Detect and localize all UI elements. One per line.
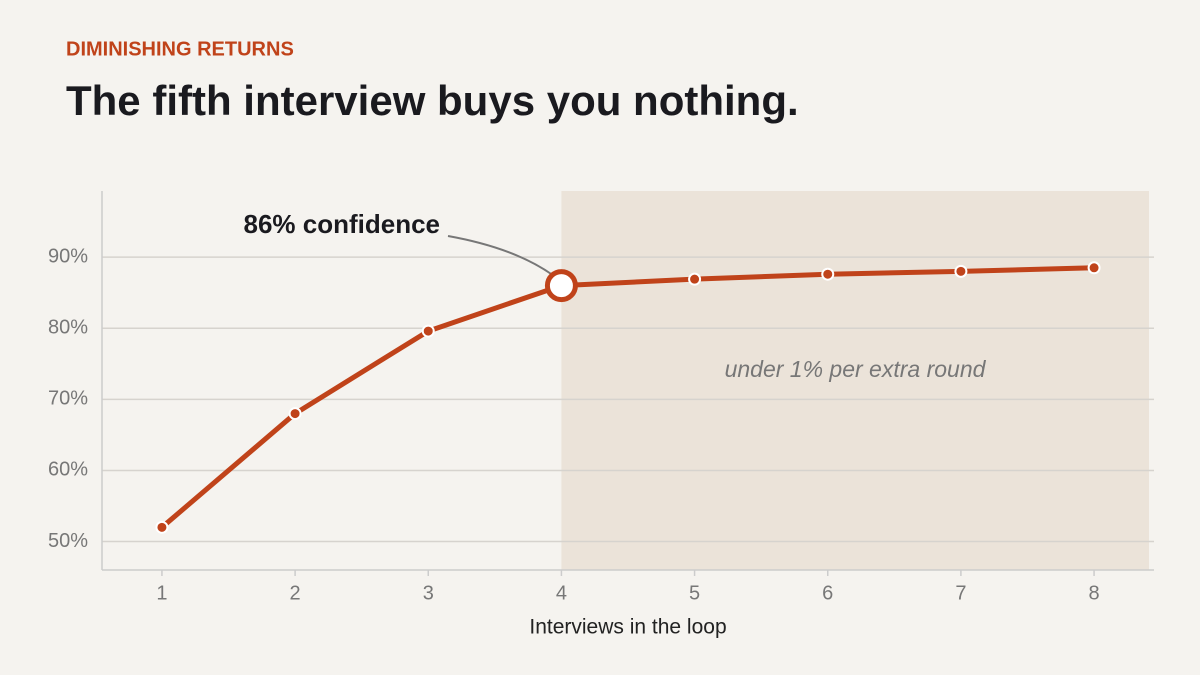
y-tick-label: 50% (48, 530, 88, 552)
point (288, 407, 302, 421)
highlight-region (561, 191, 1149, 570)
y-tick-label: 90% (48, 245, 88, 267)
x-tick-label: 1 (156, 582, 167, 604)
point (954, 264, 968, 278)
y-tick-label: 70% (48, 388, 88, 410)
x-tick-label: 4 (556, 582, 567, 604)
highlight-point (544, 269, 578, 303)
x-tick-label: 3 (423, 582, 434, 604)
x-tick-label: 6 (822, 582, 833, 604)
chart-title: The fifth interview buys you nothing. (66, 77, 799, 124)
x-tick-label: 5 (689, 582, 700, 604)
x-tick-label: 7 (955, 582, 966, 604)
point (821, 267, 835, 281)
x-tick-label: 8 (1089, 582, 1100, 604)
annotation-connector (447, 235, 555, 277)
point (155, 520, 169, 534)
point (421, 324, 435, 338)
annotation: 86% confidence (243, 209, 440, 239)
point (688, 272, 702, 286)
line (160, 265, 1095, 530)
y-tick-label: 60% (48, 459, 88, 481)
x-tick-label: 2 (290, 582, 301, 604)
y-tick-label: 80% (48, 317, 88, 339)
x-axis-label: Interviews in the loop (529, 616, 726, 639)
point (1087, 261, 1101, 275)
kicker: DIMINISHING RETURNS (66, 38, 294, 60)
annotation: under 1% per extra round (725, 356, 987, 382)
